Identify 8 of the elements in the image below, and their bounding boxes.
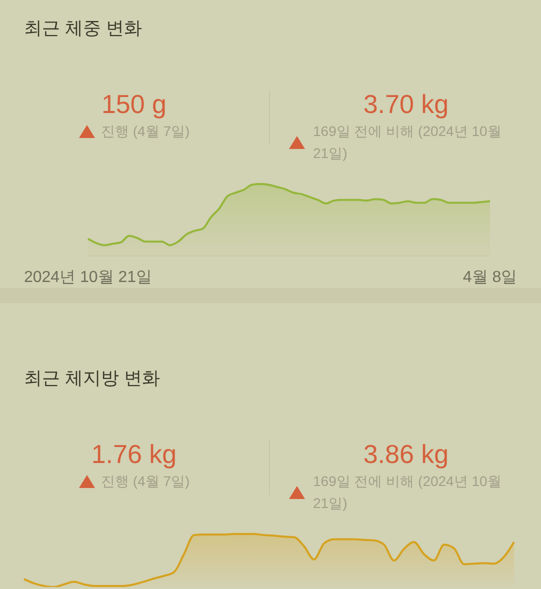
text: 150 g — [100, 88, 168, 120]
text: 1.76 kg — [90, 438, 178, 470]
text: 3.86 kg — [362, 438, 450, 470]
chart-title: 최근 체중 변화 — [24, 17, 142, 40]
chart-title: 최근 체지방 변화 — [24, 367, 160, 390]
text: 3.70 kg — [362, 88, 450, 120]
x-tick-label: 2024년 10월 21일 — [24, 269, 152, 286]
x-tick-label: 4월 8일 — [462, 269, 518, 286]
